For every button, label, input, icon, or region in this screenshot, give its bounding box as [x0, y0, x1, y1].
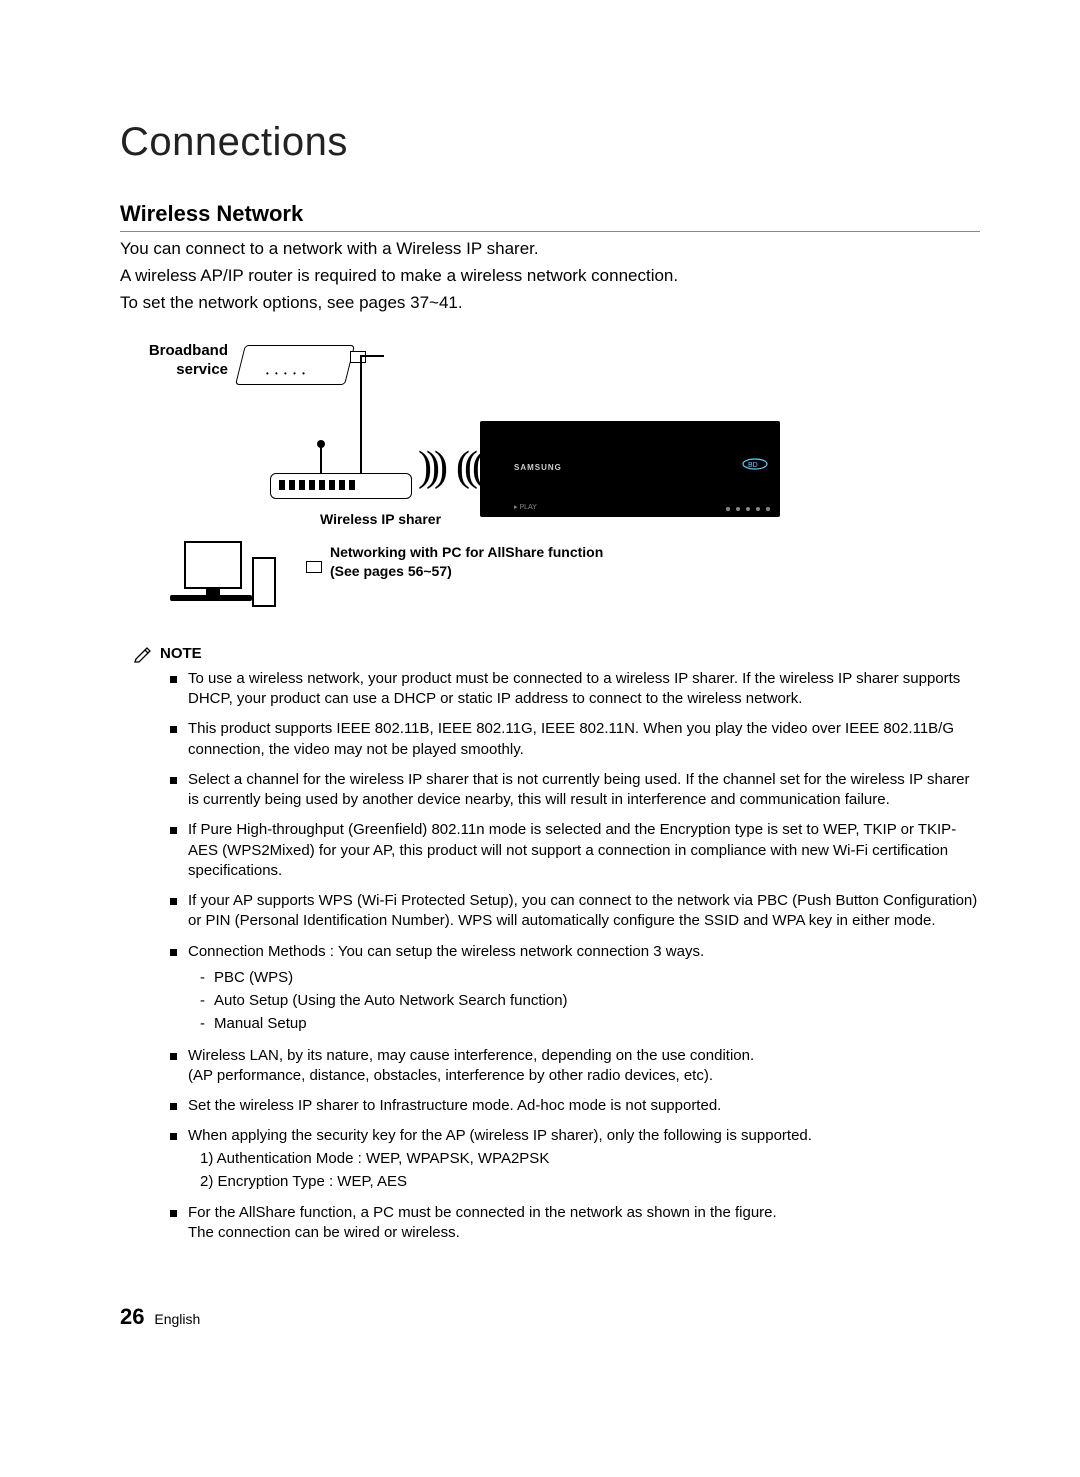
note-item: Select a channel for the wireless IP sha… — [170, 770, 980, 811]
connection-method-list: PBC (WPS) Auto Setup (Using the Auto Net… — [188, 962, 980, 1036]
player-indicator-icon — [700, 507, 770, 511]
note-icon — [134, 645, 152, 663]
intro-line: To set the network options, see pages 37… — [120, 292, 980, 315]
pc-tower-icon — [252, 557, 276, 607]
chapter-title: Connections — [120, 120, 980, 165]
note-item-wlan: Wireless LAN, by its nature, may cause i… — [170, 1046, 980, 1087]
router-label: Wireless IP sharer — [320, 511, 441, 527]
note-item: This product supports IEEE 802.11B, IEEE… — [170, 719, 980, 760]
section-title: Wireless Network — [120, 201, 980, 232]
note-item-allshare: For the AllShare function, a PC must be … — [170, 1203, 980, 1244]
connection-method-item: PBC (WPS) — [200, 966, 980, 989]
note-line: For the AllShare function, a PC must be … — [188, 1204, 777, 1221]
page-footer: 26 English — [120, 1304, 980, 1330]
note-block: NOTE To use a wireless network, your pro… — [120, 645, 980, 1244]
page-number: 26 — [120, 1304, 144, 1329]
connection-method-item: Auto Setup (Using the Auto Network Searc… — [200, 989, 980, 1012]
cable-icon — [360, 355, 384, 357]
note-header: NOTE — [134, 645, 980, 663]
player-play-label: ▸ PLAY — [514, 503, 537, 511]
security-enc-line: 2) Encryption Type : WEP, AES — [188, 1170, 980, 1193]
antenna-icon — [320, 443, 322, 475]
broadband-label: Broadband service — [138, 341, 228, 380]
intro-line: A wireless AP/IP router is required to m… — [120, 265, 980, 288]
note-item: If your AP supports WPS (Wi-Fi Protected… — [170, 891, 980, 932]
connection-method-item: Manual Setup — [200, 1012, 980, 1035]
pc-monitor-icon — [184, 541, 242, 589]
note-lead: When applying the security key for the A… — [188, 1127, 812, 1144]
player-brand: SAMSUNG — [514, 463, 562, 472]
modem-leds-icon: • • • • • — [266, 369, 307, 378]
note-label: NOTE — [160, 645, 202, 662]
network-diagram: Broadband service • • • • • Wireless IP … — [120, 333, 880, 633]
note-item: To use a wireless network, your product … — [170, 669, 980, 710]
wireless-waves-icon: ((( — [456, 443, 480, 491]
page-language: English — [154, 1311, 200, 1327]
bluray-logo-icon: BD — [742, 457, 768, 471]
note-line: The connection can be wired or wireless. — [188, 1224, 460, 1241]
svg-text:BD: BD — [748, 462, 758, 469]
intro-line: You can connect to a network with a Wire… — [120, 238, 980, 261]
note-line: (AP performance, distance, obstacles, in… — [188, 1067, 713, 1084]
note-item: Set the wireless IP sharer to Infrastruc… — [170, 1096, 980, 1116]
bluray-player-icon: SAMSUNG BD ▸ PLAY — [480, 421, 780, 517]
note-list: To use a wireless network, your product … — [120, 669, 980, 1244]
modem-icon — [235, 345, 355, 385]
pc-networking-label: Networking with PC for AllShare function… — [330, 543, 603, 582]
modem-port-icon — [350, 351, 366, 363]
pc-port-icon — [306, 561, 322, 573]
wireless-waves-icon: ))) — [418, 443, 442, 491]
manual-page: Connections Wireless Network You can con… — [0, 0, 1080, 1390]
note-item-security: When applying the security key for the A… — [170, 1126, 980, 1193]
note-lead: Connection Methods : You can setup the w… — [188, 943, 704, 960]
note-item: If Pure High-throughput (Greenfield) 802… — [170, 820, 980, 881]
router-icon — [270, 473, 412, 499]
pc-label-line: Networking with PC for AllShare function — [330, 544, 603, 560]
cable-icon — [360, 355, 362, 473]
pc-base-icon — [170, 595, 252, 601]
note-line: Wireless LAN, by its nature, may cause i… — [188, 1047, 754, 1064]
note-item-connection-methods: Connection Methods : You can setup the w… — [170, 942, 980, 1036]
intro-block: You can connect to a network with a Wire… — [120, 238, 980, 315]
security-auth-line: 1) Authentication Mode : WEP, WPAPSK, WP… — [188, 1147, 980, 1170]
pc-label-line: (See pages 56~57) — [330, 563, 452, 579]
